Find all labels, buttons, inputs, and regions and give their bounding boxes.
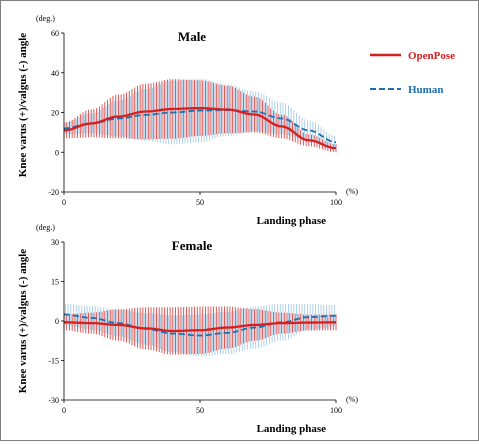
male-x-tick-label: 100 xyxy=(330,198,342,207)
female-chart-title: Female xyxy=(172,238,213,253)
female-chart: -30 -15 0 15 30 0 50 100 (deg.) (%) Female Landing … xyxy=(36,223,358,435)
male-chart-title: Male xyxy=(178,29,206,44)
female-x-axis-label: Landing phase xyxy=(257,423,327,435)
female-y-tick-label: 15 xyxy=(51,278,59,287)
female-y-tick-label: 30 xyxy=(51,238,59,247)
male-x-axis-label: Landing phase xyxy=(257,215,327,227)
male-human-mean-line xyxy=(63,109,337,144)
male-openpose-mean-line xyxy=(63,106,337,150)
female-x-unit: (%) xyxy=(346,395,358,404)
male-y-tick-label: -20 xyxy=(48,188,59,197)
male-y-axis-label: Knee varus (+)/valgus (-) angle xyxy=(17,33,29,177)
female-y-tick-label: -30 xyxy=(48,396,59,405)
female-x-tick-label: 100 xyxy=(330,406,342,415)
female-x-tick-label: 0 xyxy=(62,406,66,415)
female-y-axis-label: Knee varus (+)/valgus (-) angle xyxy=(17,249,29,393)
female-human-mean-line xyxy=(63,313,337,337)
male-y-tick-label: 0 xyxy=(55,148,59,157)
female-x-tick-label: 50 xyxy=(196,406,204,415)
female-openpose-mean-line xyxy=(63,321,336,333)
female-y-tick-label: 0 xyxy=(55,317,59,326)
female-y-unit: (deg.) xyxy=(36,223,55,232)
male-x-tick-label: 50 xyxy=(196,198,204,207)
male-openpose-sd-bars xyxy=(63,79,337,153)
male-y-tick-label: 60 xyxy=(51,29,59,38)
male-x-tick-label: 0 xyxy=(62,198,66,207)
legend-human-label: Human xyxy=(408,84,443,96)
male-x-unit: (%) xyxy=(346,187,358,196)
male-y-tick-label: 20 xyxy=(51,109,59,118)
legend-openpose-label: OpenPose xyxy=(408,50,455,62)
male-y-tick-label: 40 xyxy=(51,69,59,78)
legend: OpenPose Human xyxy=(370,50,455,96)
female-y-tick-label: -15 xyxy=(48,357,59,366)
male-y-unit: (deg.) xyxy=(36,14,55,23)
